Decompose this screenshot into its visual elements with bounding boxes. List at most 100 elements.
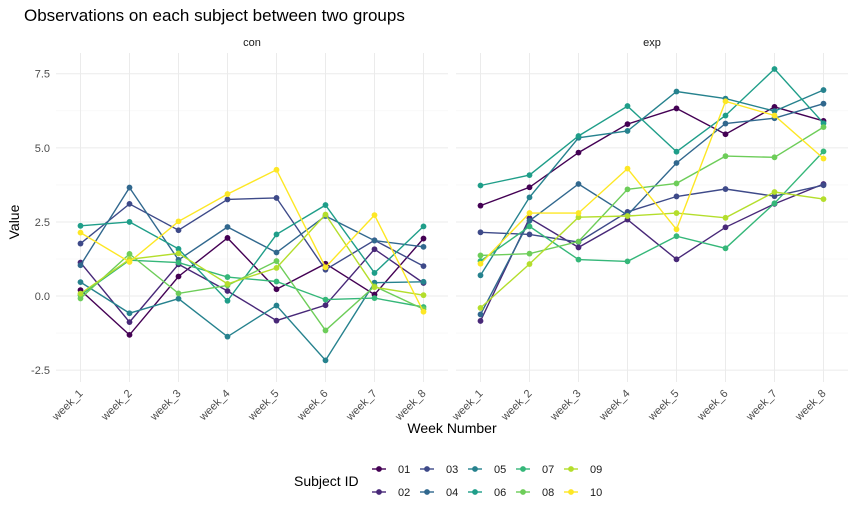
data-point-exp-01 bbox=[771, 104, 778, 110]
data-point-con-01 bbox=[420, 235, 427, 242]
data-point-con-05 bbox=[77, 279, 84, 286]
data-point-con-03 bbox=[273, 195, 280, 201]
series-line-exp-05 bbox=[479, 89, 824, 276]
data-point-exp-02 bbox=[575, 244, 582, 251]
data-point-con-10 bbox=[420, 308, 427, 315]
data-point-con-08 bbox=[126, 251, 133, 257]
data-point-exp-01 bbox=[526, 184, 533, 191]
legend-key-point bbox=[472, 489, 478, 495]
data-point-exp-07 bbox=[624, 258, 631, 265]
legend-item-10: 10 bbox=[564, 487, 602, 499]
panel-con: con week_1 week_2 week_3 week_4 week_5 week_6 w… bbox=[50, 37, 448, 424]
data-point-exp-01 bbox=[575, 149, 582, 156]
y-axis-ticks: -2.5 0.0 2.5 5.0 7.5 bbox=[31, 69, 50, 377]
data-point-exp-09 bbox=[526, 261, 533, 267]
legend-label: 08 bbox=[542, 487, 554, 499]
legend-key-point bbox=[424, 466, 430, 472]
data-point-exp-06 bbox=[771, 66, 778, 72]
data-point-exp-03 bbox=[673, 193, 680, 200]
data-point-con-10 bbox=[322, 264, 329, 271]
x-tick-label: week_5 bbox=[246, 388, 282, 424]
legend-item-03: 03 bbox=[420, 464, 458, 476]
panels: con week_1 week_2 week_3 week_4 week_5 week_6 w… bbox=[50, 37, 848, 424]
data-point-exp-02 bbox=[722, 224, 729, 231]
data-point-con-04 bbox=[77, 262, 84, 269]
data-point-exp-10 bbox=[673, 226, 680, 233]
legend-label: 09 bbox=[590, 464, 602, 476]
y-tick-label: -2.5 bbox=[31, 365, 50, 377]
data-point-exp-06 bbox=[722, 112, 729, 119]
x-tick-label: week_3 bbox=[148, 388, 184, 424]
series-line-exp-04 bbox=[479, 103, 824, 315]
series-line-exp-06 bbox=[480, 67, 825, 187]
data-point-con-09 bbox=[371, 284, 378, 291]
series-line-con-02 bbox=[79, 248, 424, 324]
data-point-con-02 bbox=[126, 319, 133, 326]
data-point-con-03 bbox=[126, 200, 133, 207]
data-point-con-03 bbox=[224, 196, 231, 203]
y-tick-label: 5.0 bbox=[35, 143, 50, 155]
series-line-con-09 bbox=[80, 213, 424, 296]
data-point-con-10 bbox=[273, 166, 280, 173]
data-point-con-07 bbox=[322, 296, 329, 303]
x-tick-label: week_2 bbox=[99, 388, 135, 424]
x-tick-label: week_6 bbox=[695, 388, 731, 424]
series-line-exp-09 bbox=[480, 191, 824, 309]
data-point-con-06 bbox=[322, 202, 329, 208]
series-line-exp-03 bbox=[480, 184, 824, 243]
data-point-con-04 bbox=[273, 249, 280, 256]
legend-item-04: 04 bbox=[420, 487, 458, 499]
data-point-con-02 bbox=[322, 302, 329, 309]
data-point-exp-09 bbox=[477, 305, 484, 311]
legend-item-08: 08 bbox=[516, 487, 554, 499]
series-line-exp-02 bbox=[479, 183, 824, 322]
data-point-exp-04 bbox=[722, 120, 729, 127]
data-point-con-06 bbox=[175, 246, 182, 252]
data-point-exp-05 bbox=[771, 108, 778, 114]
data-point-exp-05 bbox=[624, 128, 631, 134]
data-point-exp-07 bbox=[673, 233, 680, 240]
series-line-con-08 bbox=[80, 253, 424, 332]
data-point-exp-04 bbox=[575, 181, 582, 187]
data-point-con-03 bbox=[77, 240, 84, 247]
data-point-exp-05 bbox=[673, 88, 680, 95]
legend-label: 05 bbox=[494, 464, 506, 476]
data-point-con-02 bbox=[224, 288, 231, 294]
data-point-exp-10 bbox=[575, 210, 582, 216]
data-point-con-09 bbox=[322, 211, 329, 218]
data-point-exp-08 bbox=[673, 180, 680, 187]
legend-key-point bbox=[568, 466, 574, 472]
series-line-exp-08 bbox=[480, 126, 824, 257]
x-tick-label: week_3 bbox=[548, 388, 584, 424]
data-point-exp-04 bbox=[526, 217, 533, 224]
legend-label: 02 bbox=[398, 487, 410, 499]
data-point-con-04 bbox=[420, 243, 427, 250]
x-tick-label: week_8 bbox=[393, 388, 429, 424]
data-point-con-06 bbox=[371, 270, 378, 276]
data-point-exp-08 bbox=[526, 250, 533, 257]
series-line-exp-07 bbox=[480, 150, 825, 263]
x-tick-label: week_7 bbox=[344, 388, 380, 424]
data-point-exp-08 bbox=[820, 124, 827, 130]
data-point-exp-09 bbox=[624, 213, 631, 219]
data-point-con-05 bbox=[224, 333, 231, 340]
x-tick-label: week_7 bbox=[744, 388, 780, 424]
x-tick-label: week_5 bbox=[646, 388, 682, 424]
data-point-con-06 bbox=[224, 297, 231, 304]
series-line-exp-10 bbox=[479, 100, 824, 265]
legend-key-point bbox=[520, 466, 526, 472]
legend-label: 10 bbox=[590, 487, 602, 499]
data-point-con-07 bbox=[273, 278, 280, 285]
data-point-con-06 bbox=[126, 219, 133, 225]
legend-item-05: 05 bbox=[468, 464, 506, 476]
legend-key-point bbox=[568, 489, 574, 495]
data-point-exp-07 bbox=[820, 148, 827, 155]
data-point-con-06 bbox=[273, 231, 280, 238]
data-point-con-02 bbox=[371, 246, 378, 253]
x-tick-label: week_1 bbox=[50, 388, 86, 424]
data-point-exp-10 bbox=[820, 155, 827, 162]
x-axis-label: Week Number bbox=[407, 420, 497, 436]
data-point-con-09 bbox=[175, 250, 182, 257]
data-point-con-05 bbox=[322, 357, 329, 364]
